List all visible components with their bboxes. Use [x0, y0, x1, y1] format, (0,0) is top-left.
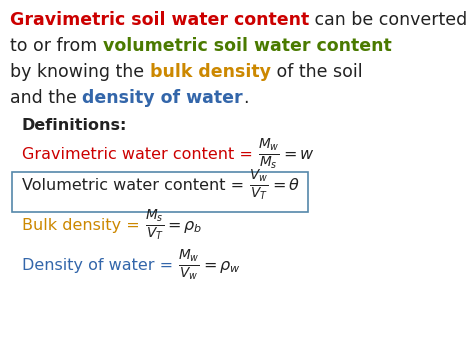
Text: of the soil: of the soil [271, 63, 362, 81]
Text: can be converted: can be converted [309, 11, 467, 29]
Text: Gravimetric water content =: Gravimetric water content = [22, 147, 258, 162]
Text: $= \rho_b$: $= \rho_b$ [164, 219, 202, 235]
FancyBboxPatch shape [12, 172, 308, 212]
Text: Gravimetric soil water content: Gravimetric soil water content [10, 11, 309, 29]
Text: and the: and the [10, 89, 82, 107]
Text: by knowing the: by knowing the [10, 63, 150, 81]
Text: $= w$: $= w$ [280, 147, 315, 162]
Text: to or from: to or from [10, 37, 103, 55]
Text: $\frac{M_s}{V_T}$: $\frac{M_s}{V_T}$ [145, 208, 164, 242]
Text: $\frac{V_w}{V_T}$: $\frac{V_w}{V_T}$ [249, 168, 269, 202]
Text: $= \theta$: $= \theta$ [269, 177, 300, 193]
Text: Bulk density =: Bulk density = [22, 218, 145, 233]
Text: $\frac{M_w}{M_s}$: $\frac{M_w}{M_s}$ [258, 137, 280, 171]
Text: density of water: density of water [82, 89, 243, 107]
Text: .: . [243, 89, 248, 107]
Text: Density of water =: Density of water = [22, 258, 178, 273]
Text: Volumetric water content =: Volumetric water content = [22, 178, 249, 193]
Text: bulk density: bulk density [150, 63, 271, 81]
Text: volumetric soil water content: volumetric soil water content [103, 37, 392, 55]
Text: $\frac{M_w}{V_w}$: $\frac{M_w}{V_w}$ [178, 247, 200, 282]
Text: $= \rho_w$: $= \rho_w$ [200, 259, 241, 275]
Text: Definitions:: Definitions: [22, 118, 128, 133]
